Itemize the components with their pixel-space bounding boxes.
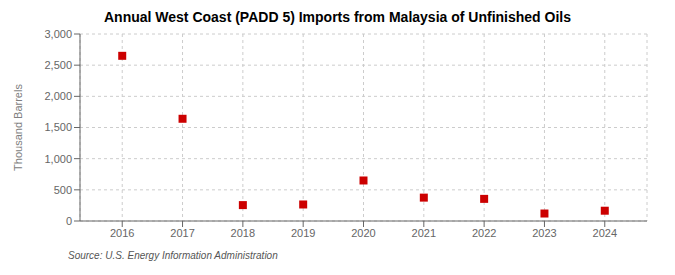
svg-text:2024: 2024 [593,227,617,239]
svg-text:0: 0 [66,215,72,227]
svg-text:2018: 2018 [231,227,255,239]
html-text:Source: U.S. Energy Informatio: Source: U.S. Energy Information Administ… [68,250,278,261]
svg-text:500: 500 [54,184,72,196]
svg-text:2020: 2020 [351,227,375,239]
svg-text:1,500: 1,500 [44,121,72,133]
svg-text:2016: 2016 [110,227,134,239]
svg-text:2021: 2021 [412,227,436,239]
svg-text:2023: 2023 [532,227,556,239]
svg-text:2,500: 2,500 [44,59,72,71]
svg-text:2019: 2019 [291,227,315,239]
svg-text:2,000: 2,000 [44,90,72,102]
svg-text:2017: 2017 [170,227,194,239]
svg-text:Thousand Barrels: Thousand Barrels [12,84,24,171]
html-text:Annual West Coast (PADD 5) Imp: Annual West Coast (PADD 5) Imports from … [104,9,571,25]
svg-text:3,000: 3,000 [44,28,72,40]
svg-text:2022: 2022 [472,227,496,239]
svg-text:1,000: 1,000 [44,153,72,165]
